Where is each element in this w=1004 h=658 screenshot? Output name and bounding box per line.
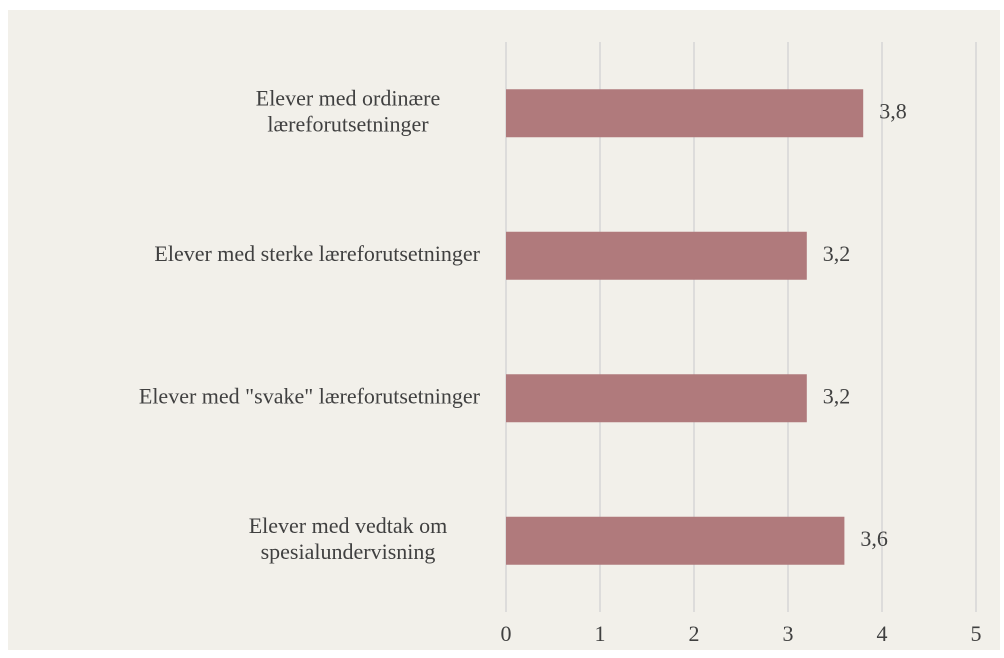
y-tick-label: Elever med vedtak om — [249, 513, 448, 538]
data-label: 3,8 — [879, 98, 907, 123]
y-tick-label: Elever med sterke læreforutsetninger — [154, 241, 480, 266]
x-tick-label: 2 — [689, 621, 700, 646]
x-tick-label: 4 — [877, 621, 888, 646]
y-tick-label: Elever med ordinære — [256, 85, 441, 110]
bar — [506, 374, 807, 423]
bar — [506, 516, 845, 565]
data-label: 3,2 — [823, 241, 851, 266]
bar — [506, 231, 807, 280]
y-tick-label: læreforutsetninger — [267, 111, 429, 136]
data-label: 3,6 — [860, 526, 888, 551]
x-tick-label: 1 — [595, 621, 606, 646]
x-tick-label: 0 — [501, 621, 512, 646]
data-label: 3,2 — [823, 383, 851, 408]
x-tick-label: 5 — [971, 621, 982, 646]
bar — [506, 89, 864, 138]
x-tick-label: 3 — [783, 621, 794, 646]
y-tick-label: Elever med "svake" læreforutsetninger — [139, 383, 481, 408]
y-tick-label: spesialundervisning — [261, 539, 436, 564]
